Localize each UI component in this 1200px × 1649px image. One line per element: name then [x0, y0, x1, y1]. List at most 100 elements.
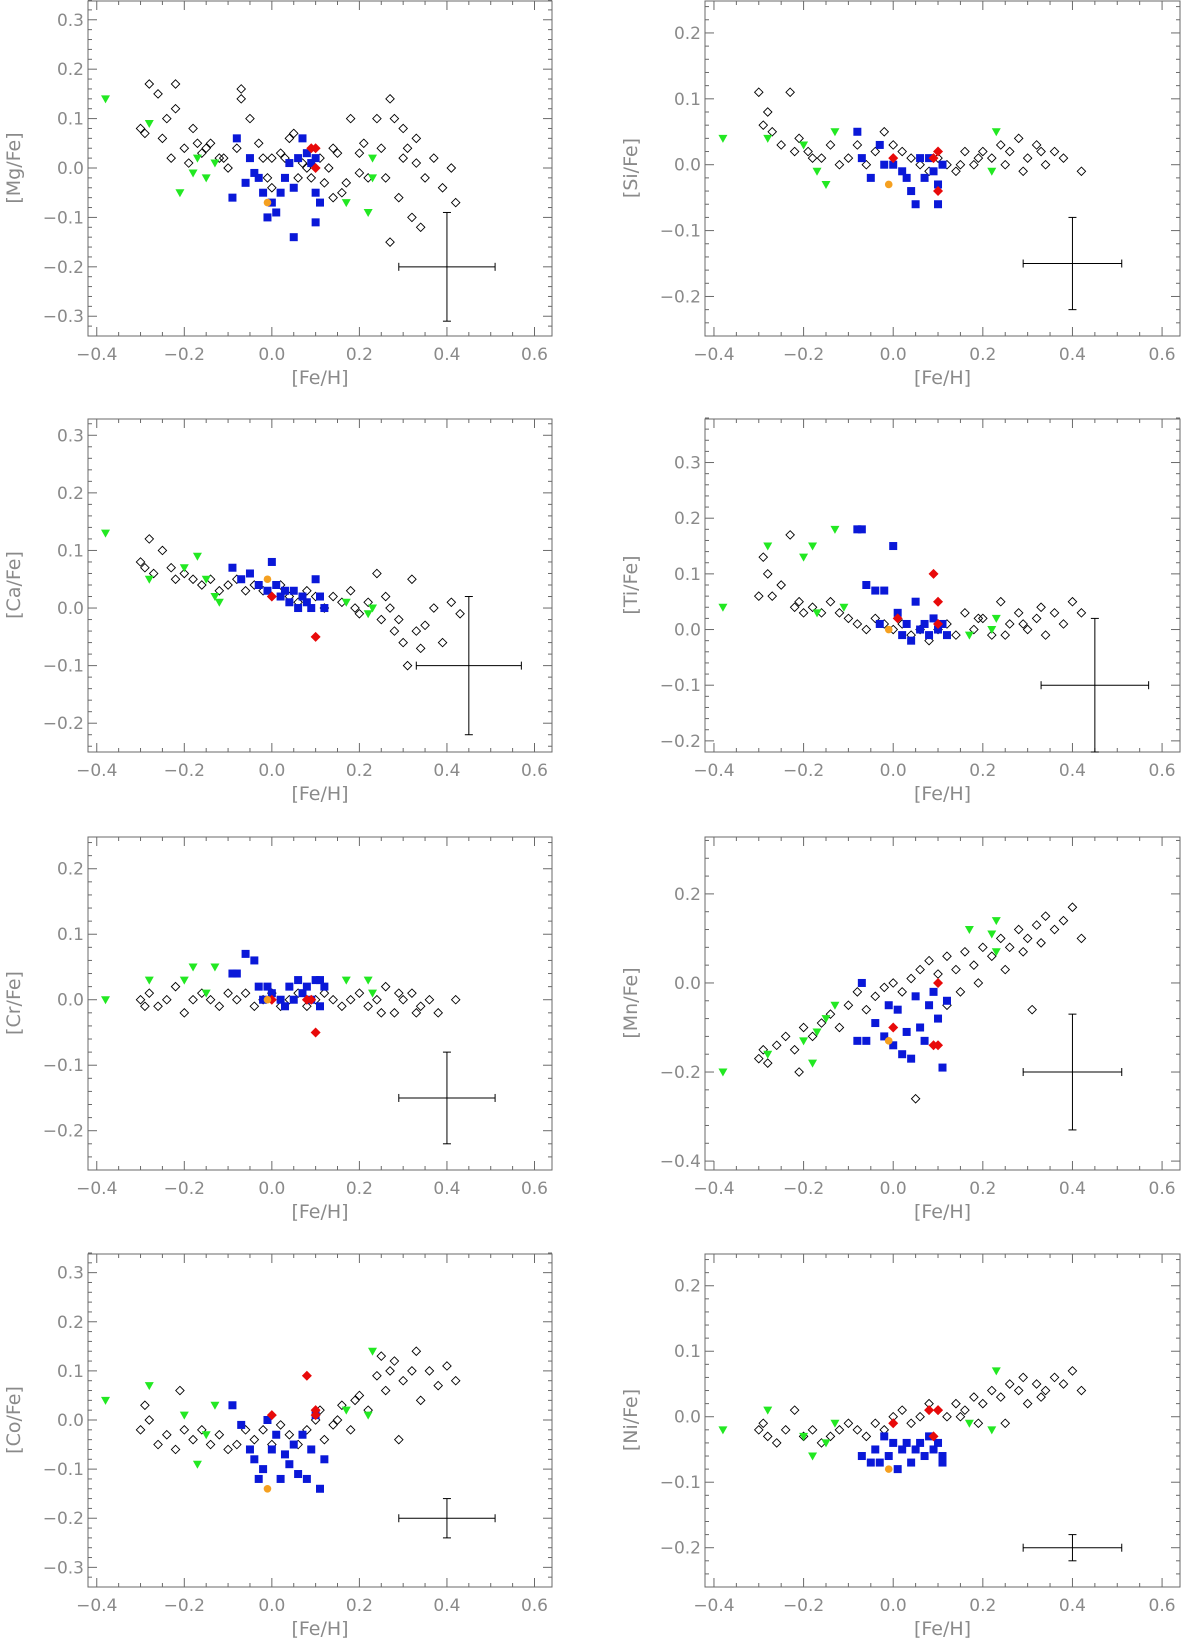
blue-square-point — [889, 1041, 898, 1050]
x-tick-label: 0.6 — [521, 761, 548, 781]
open-diamond-point — [398, 123, 409, 134]
open-diamond-point — [951, 1398, 961, 1409]
open-diamond-point — [955, 159, 966, 170]
green-triangle-point — [179, 564, 189, 573]
red-diamond-point — [933, 186, 944, 197]
open-diamond-point — [223, 1444, 233, 1455]
blue-square-point — [276, 592, 285, 601]
open-diamond-point — [214, 153, 225, 163]
blue-square-point — [254, 581, 263, 589]
open-diamond-point — [148, 568, 159, 579]
open-diamond-point — [135, 557, 146, 567]
open-diamond-point — [236, 93, 247, 104]
y-tick-label: −0.1 — [660, 676, 701, 696]
green-triangle-point — [991, 1367, 1001, 1376]
blue-square-point — [889, 542, 898, 551]
y-tick-label: 0.1 — [674, 1342, 701, 1362]
open-diamond-point — [780, 1031, 791, 1042]
y-axis-ticks — [705, 6, 1180, 337]
green-triangle-point — [964, 926, 974, 935]
blue-square-point — [938, 1458, 947, 1467]
y-tick-label: −0.1 — [660, 222, 701, 242]
blue-square-point — [916, 154, 925, 163]
green-triangle-point — [210, 159, 220, 168]
open-diamond-point — [306, 173, 317, 183]
open-diamond-point — [776, 140, 787, 150]
open-diamond-point — [785, 87, 795, 98]
open-diamond-point — [302, 1424, 312, 1435]
orange-circle-point — [263, 995, 272, 1004]
blue-square-point — [298, 1430, 307, 1439]
open-diamond-point — [345, 585, 356, 596]
x-axis-label: [Fe/H] — [291, 367, 348, 389]
x-tick-label: −0.2 — [164, 1179, 205, 1199]
red-diamond-point — [888, 1022, 899, 1033]
open-diamond-point — [807, 602, 818, 613]
open-diamond-point — [1013, 1385, 1024, 1396]
green-triangle-point — [799, 553, 809, 562]
open-diamond-point — [376, 1007, 387, 1018]
open-diamond-point — [140, 562, 150, 573]
open-diamond-point — [1018, 166, 1028, 177]
green-triangle-point — [799, 141, 809, 150]
open-diamond-point — [433, 1007, 444, 1018]
open-diamond-point — [986, 630, 997, 640]
green-triangle-point — [821, 1015, 831, 1024]
green-triangle-point — [808, 542, 818, 551]
blue-square-point — [934, 180, 943, 189]
open-diamond-point — [888, 978, 899, 988]
open-diamond-point — [969, 1392, 979, 1402]
red-diamond-point — [933, 1040, 944, 1051]
red-diamond-point — [310, 163, 321, 173]
open-diamond-point — [345, 113, 356, 124]
open-diamond-point — [170, 79, 181, 89]
y-tick-label: 0.3 — [57, 1264, 84, 1284]
open-diamond-point — [843, 153, 854, 163]
green-triangle-point — [192, 154, 202, 163]
red-diamond-point — [266, 1410, 277, 1421]
open-diamond-point — [424, 994, 435, 1005]
blue-square-point — [294, 1470, 303, 1479]
open-diamond-point — [861, 624, 872, 635]
open-diamond-point — [816, 1018, 827, 1028]
x-tick-label: 0.6 — [521, 345, 548, 365]
green-triangle-point — [763, 1406, 773, 1415]
open-diamond-point — [852, 140, 863, 150]
blue-square-point — [929, 1445, 938, 1454]
y-axis-label: [Co/Fe] — [3, 1386, 25, 1454]
red-diamond-point — [888, 1418, 899, 1429]
blue-square-point — [857, 1452, 866, 1461]
open-diamond-point — [1013, 133, 1024, 144]
open-diamond-point — [411, 133, 422, 144]
open-diamond-point — [183, 158, 194, 168]
open-diamond-point — [319, 177, 330, 188]
open-diamond-point — [825, 140, 836, 150]
open-diamond-point — [214, 1001, 225, 1012]
open-diamond-point — [794, 133, 804, 144]
open-diamond-point — [1049, 924, 1060, 935]
green-triangle-point — [991, 948, 1001, 957]
data-points — [101, 1346, 461, 1493]
red-diamond-point — [301, 1370, 312, 1381]
open-diamond-point — [807, 1031, 818, 1042]
open-diamond-point — [825, 1009, 836, 1019]
open-diamond-point — [358, 138, 369, 149]
open-diamond-point — [951, 964, 961, 975]
blue-square-point — [911, 992, 920, 1001]
y-tick-label: 0.2 — [674, 509, 701, 529]
open-diamond-point — [995, 140, 1006, 150]
blue-square-point — [920, 619, 929, 628]
y-axis-label: [Si/Fe] — [620, 138, 642, 198]
open-diamond-point — [758, 552, 769, 563]
blue-square-point — [875, 619, 884, 628]
open-diamond-point — [960, 607, 970, 618]
panel-cofe: −0.4 −0.2 0.0 0.2 0.4 0.6 [Fe/H] −0.3 −0.2 −0.1 0.… — [3, 1252, 553, 1640]
green-triangle-point — [201, 1431, 211, 1440]
open-diamond-point — [771, 1040, 782, 1051]
open-diamond-point — [446, 163, 457, 173]
plot-frame — [704, 418, 1181, 753]
open-diamond-point — [1058, 619, 1069, 629]
y-tick-label: −0.2 — [43, 1122, 84, 1142]
blue-square-point — [907, 1458, 916, 1467]
